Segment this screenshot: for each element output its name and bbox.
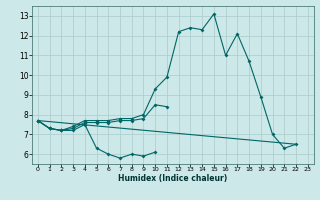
X-axis label: Humidex (Indice chaleur): Humidex (Indice chaleur): [118, 174, 228, 183]
